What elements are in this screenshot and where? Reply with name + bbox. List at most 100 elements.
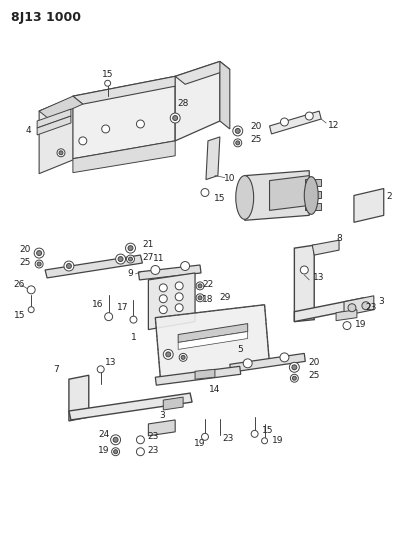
- Polygon shape: [206, 137, 220, 180]
- Ellipse shape: [304, 176, 318, 214]
- Text: 12: 12: [328, 122, 340, 131]
- Circle shape: [181, 262, 189, 270]
- Text: 21: 21: [143, 240, 154, 249]
- Circle shape: [113, 437, 118, 442]
- Text: 8J13 1000: 8J13 1000: [11, 11, 81, 24]
- Circle shape: [126, 255, 135, 263]
- Text: 23: 23: [147, 446, 159, 455]
- Polygon shape: [69, 393, 192, 420]
- Polygon shape: [269, 111, 321, 134]
- Text: 20: 20: [250, 123, 261, 132]
- Circle shape: [201, 189, 209, 197]
- Circle shape: [79, 137, 87, 145]
- Circle shape: [126, 243, 135, 253]
- Text: 23: 23: [147, 432, 159, 441]
- Circle shape: [128, 257, 133, 261]
- Text: 18: 18: [202, 295, 214, 304]
- Circle shape: [235, 128, 240, 133]
- Ellipse shape: [236, 176, 254, 219]
- Circle shape: [236, 141, 240, 145]
- Text: 15: 15: [262, 426, 273, 435]
- Circle shape: [35, 260, 43, 268]
- Circle shape: [175, 282, 183, 290]
- Text: 26: 26: [14, 280, 25, 289]
- Text: 20: 20: [309, 358, 320, 367]
- Circle shape: [175, 304, 183, 312]
- Circle shape: [64, 261, 74, 271]
- Text: 15: 15: [102, 70, 114, 79]
- Text: 19: 19: [355, 320, 367, 329]
- Circle shape: [251, 430, 258, 437]
- Circle shape: [233, 126, 243, 136]
- Polygon shape: [354, 189, 384, 222]
- Polygon shape: [344, 296, 374, 316]
- Text: 1: 1: [130, 333, 136, 342]
- Polygon shape: [195, 369, 215, 379]
- Polygon shape: [245, 171, 309, 220]
- Circle shape: [112, 448, 120, 456]
- Text: 13: 13: [105, 358, 116, 367]
- Polygon shape: [305, 204, 321, 211]
- Text: 4: 4: [25, 126, 31, 135]
- Text: 19: 19: [194, 439, 206, 448]
- Text: 9: 9: [128, 270, 133, 278]
- Circle shape: [159, 295, 167, 303]
- Polygon shape: [178, 332, 248, 350]
- Text: 19: 19: [272, 437, 283, 445]
- Circle shape: [292, 376, 297, 380]
- Circle shape: [175, 293, 183, 301]
- Circle shape: [362, 302, 370, 310]
- Text: 7: 7: [53, 365, 59, 374]
- Polygon shape: [155, 366, 241, 385]
- Text: 15: 15: [214, 194, 225, 203]
- Polygon shape: [39, 96, 83, 119]
- Text: 15: 15: [13, 311, 25, 320]
- Text: 5: 5: [237, 345, 243, 354]
- Polygon shape: [73, 141, 175, 173]
- Circle shape: [343, 321, 351, 329]
- Circle shape: [137, 436, 144, 444]
- Polygon shape: [155, 305, 269, 377]
- Circle shape: [159, 306, 167, 314]
- Circle shape: [57, 149, 65, 157]
- Polygon shape: [305, 179, 321, 185]
- Text: 25: 25: [19, 257, 31, 266]
- Circle shape: [118, 256, 123, 262]
- Polygon shape: [175, 61, 230, 84]
- Circle shape: [292, 365, 297, 370]
- Circle shape: [300, 266, 308, 274]
- Circle shape: [170, 113, 180, 123]
- Text: 11: 11: [153, 254, 164, 263]
- Polygon shape: [230, 353, 305, 372]
- Circle shape: [105, 313, 113, 321]
- Circle shape: [196, 282, 204, 290]
- Polygon shape: [139, 265, 201, 280]
- Circle shape: [130, 316, 137, 323]
- Polygon shape: [312, 240, 339, 255]
- Circle shape: [198, 296, 202, 300]
- Circle shape: [305, 112, 313, 120]
- Polygon shape: [163, 397, 183, 410]
- Polygon shape: [336, 310, 357, 321]
- Text: 16: 16: [92, 300, 103, 309]
- Polygon shape: [305, 190, 321, 198]
- Circle shape: [137, 120, 144, 128]
- Polygon shape: [45, 255, 143, 278]
- Circle shape: [261, 438, 267, 444]
- Text: 24: 24: [98, 430, 109, 439]
- Text: 2: 2: [386, 192, 391, 201]
- Polygon shape: [73, 76, 175, 159]
- Circle shape: [159, 284, 167, 292]
- Circle shape: [59, 151, 63, 155]
- Circle shape: [128, 246, 133, 251]
- Circle shape: [173, 116, 178, 120]
- Circle shape: [97, 366, 104, 373]
- Circle shape: [151, 265, 160, 274]
- Circle shape: [198, 284, 202, 288]
- Circle shape: [179, 353, 187, 361]
- Text: 14: 14: [209, 385, 221, 394]
- Polygon shape: [73, 76, 185, 104]
- Text: 25: 25: [309, 371, 320, 379]
- Text: 8: 8: [336, 233, 342, 243]
- Circle shape: [289, 362, 299, 372]
